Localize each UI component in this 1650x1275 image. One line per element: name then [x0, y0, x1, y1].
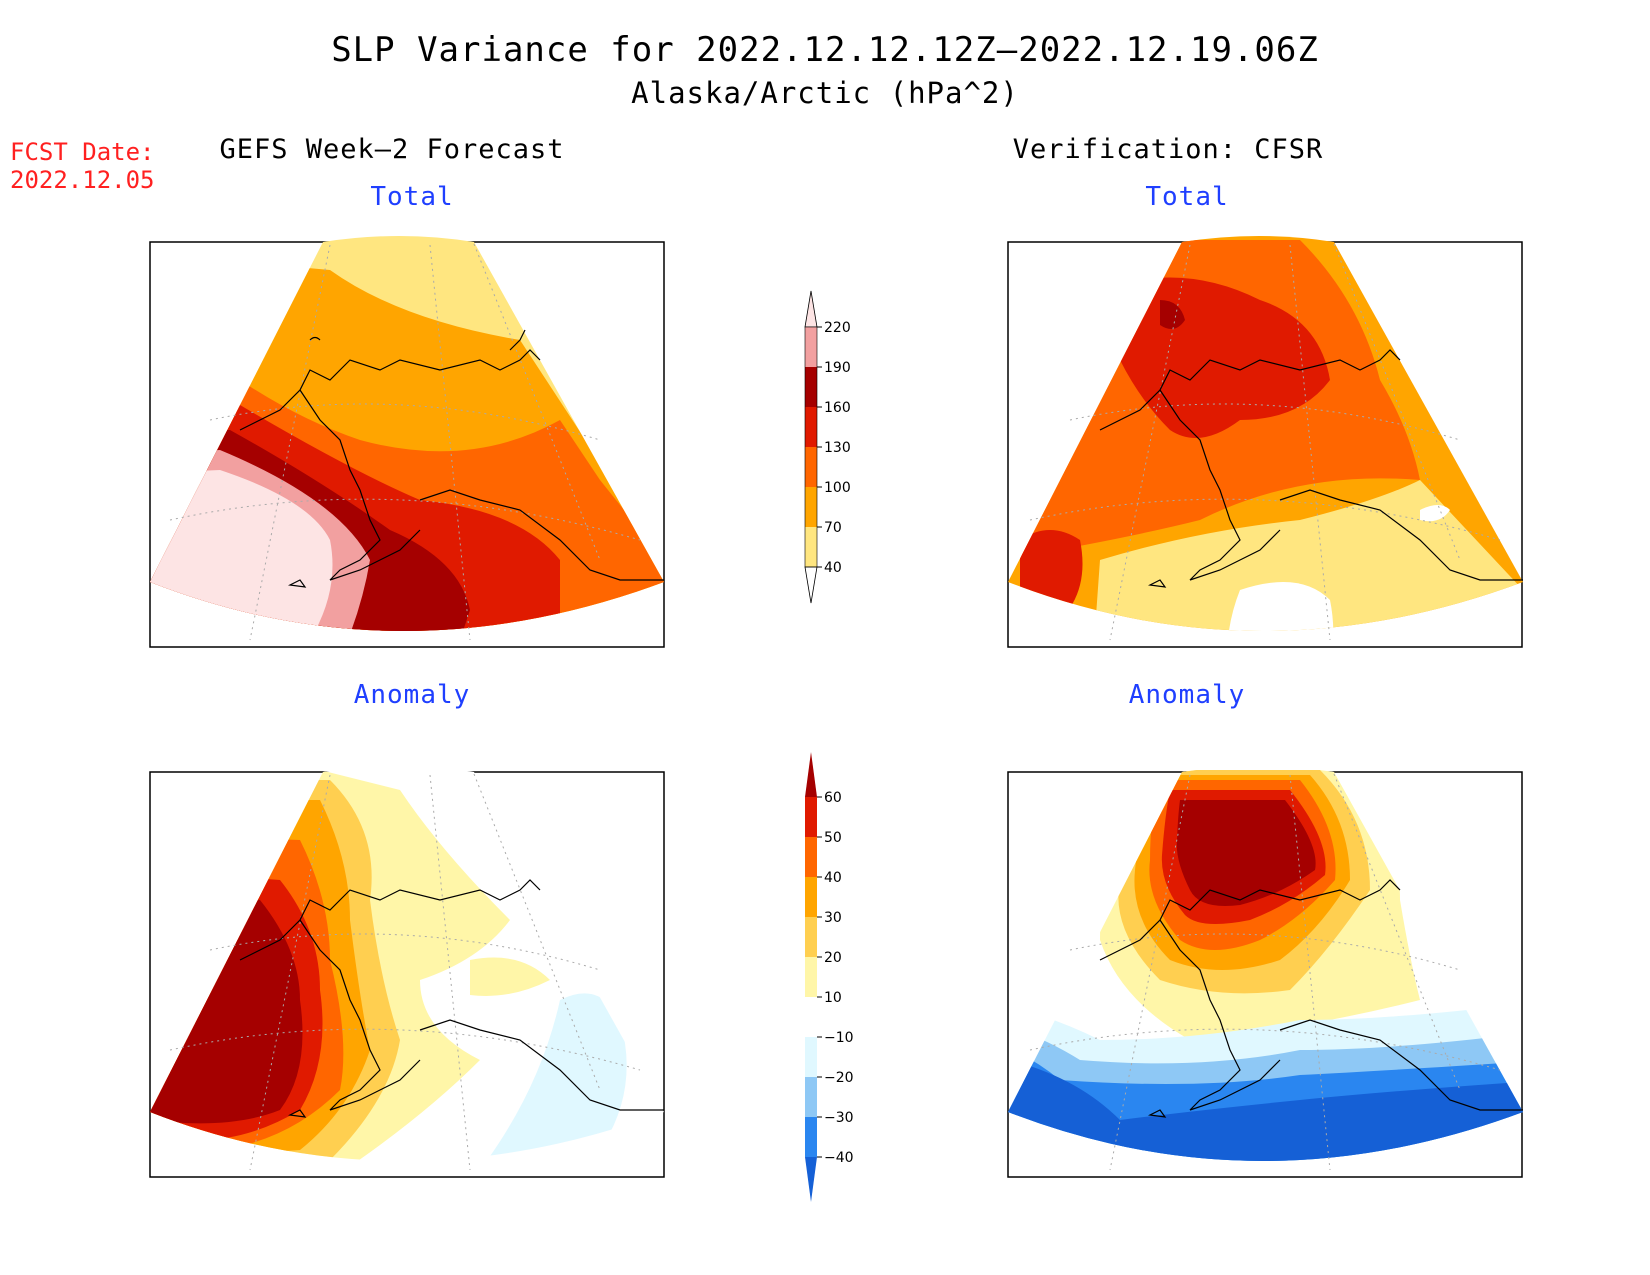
- colorbar-tick-label: −40: [824, 1150, 854, 1166]
- colorbar-segment: [805, 997, 817, 1037]
- colorbar-segment: [805, 367, 817, 407]
- colorbar-segment: [805, 487, 817, 527]
- colorbar-cap-top: [805, 752, 817, 797]
- colorbar-tick-label: 190: [824, 360, 851, 376]
- colorbar-segment: [805, 1117, 817, 1157]
- colorbar-tick-label: 70: [824, 520, 842, 536]
- forecast-date-label: FCST Date:: [10, 138, 155, 166]
- colorbar-segment: [805, 837, 817, 877]
- figure-subtitle: Alaska/Arctic (hPa^2): [631, 76, 1019, 110]
- colorbar-tick-label: 10: [824, 990, 842, 1006]
- colorbar-tick-label: 30: [824, 910, 842, 926]
- colorbar-segment: [805, 917, 817, 957]
- forecast-date-value: 2022.12.05: [10, 166, 155, 194]
- total-colorbar: 220 190 160 130 100 70 40: [804, 290, 851, 604]
- colorbar-tick-label: 160: [824, 400, 851, 416]
- right-column-title: Verification: CFSR: [1012, 134, 1324, 165]
- colorbar-tick-label: 50: [824, 830, 842, 846]
- colorbar-cap-top: [804, 290, 818, 328]
- verification-anomaly-map: [1007, 766, 1523, 1178]
- colorbar-segment: [805, 1077, 817, 1117]
- verification-total-title: Total: [1145, 182, 1229, 212]
- forecast-anomaly-map: [149, 766, 665, 1178]
- verification-total-map: [1007, 236, 1523, 648]
- colorbar-tick-label: −10: [824, 1030, 854, 1046]
- colorbar-segment: [805, 327, 817, 367]
- verification-anomaly-title: Anomaly: [1128, 680, 1246, 710]
- colorbar-segment: [805, 1037, 817, 1077]
- colorbar-tick-label: 220: [824, 320, 851, 336]
- figure-title: SLP Variance for 2022.12.12.12Z–2022.12.…: [331, 30, 1319, 70]
- colorbar-segment: [805, 527, 817, 567]
- colorbar-cap-bottom: [804, 566, 818, 604]
- colorbar-tick-label: −20: [824, 1070, 854, 1086]
- colorbar-segment: [805, 407, 817, 447]
- colorbar-tick-label: 100: [824, 480, 851, 496]
- colorbar-tick-label: 60: [824, 790, 842, 806]
- colorbar-tick-label: −30: [824, 1110, 854, 1126]
- colorbar-tick-label: 40: [824, 560, 842, 576]
- colorbar-segment: [805, 957, 817, 997]
- anomaly-colorbar: 60 50 40 30 20 10 −10 −20 −30 −40: [805, 752, 854, 1202]
- colorbar-tick-label: 20: [824, 950, 842, 966]
- colorbar-tick-label: 40: [824, 870, 842, 886]
- left-column-title: GEFS Week–2 Forecast: [219, 134, 565, 165]
- colorbar-segment: [805, 447, 817, 487]
- colorbar-segment: [805, 877, 817, 917]
- forecast-total-map: [149, 236, 665, 648]
- colorbar-tick-label: 130: [824, 440, 851, 456]
- colorbar-cap-bottom: [805, 1157, 817, 1202]
- colorbar-segment: [805, 797, 817, 837]
- forecast-anomaly-title: Anomaly: [353, 680, 471, 710]
- forecast-total-title: Total: [370, 182, 454, 212]
